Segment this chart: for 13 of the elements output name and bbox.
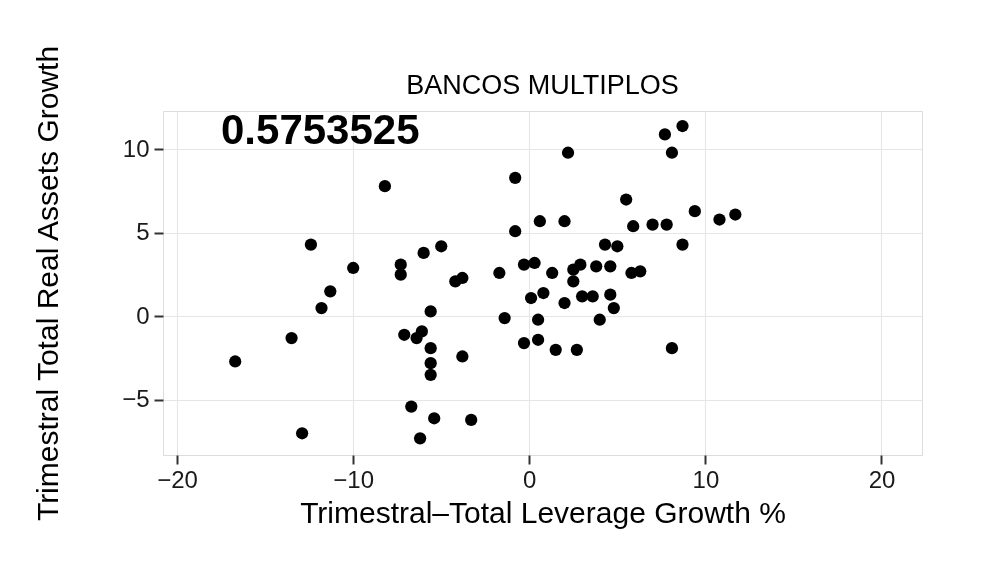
x-tick-label: 10 — [692, 465, 720, 493]
y-axis-title: Trimestral Total Real Assets Growth — [31, 45, 65, 522]
x-axis-title: Trimestral–Total Leverage Growth % — [300, 495, 786, 529]
x-tick-label: −20 — [157, 465, 198, 493]
annotation: 0.5753525 — [221, 106, 420, 153]
y-tick-label: −5 — [122, 385, 150, 413]
x-tick-label: −10 — [333, 465, 375, 493]
x-tick-label: 0 — [523, 465, 537, 493]
y-tick-label: 0 — [136, 301, 150, 329]
y-tick-label: 10 — [122, 134, 150, 162]
chart-title: BANCOS MULTIPLOS — [406, 70, 679, 101]
y-tick-label: 5 — [136, 218, 150, 246]
x-tick-label: 20 — [868, 465, 896, 493]
